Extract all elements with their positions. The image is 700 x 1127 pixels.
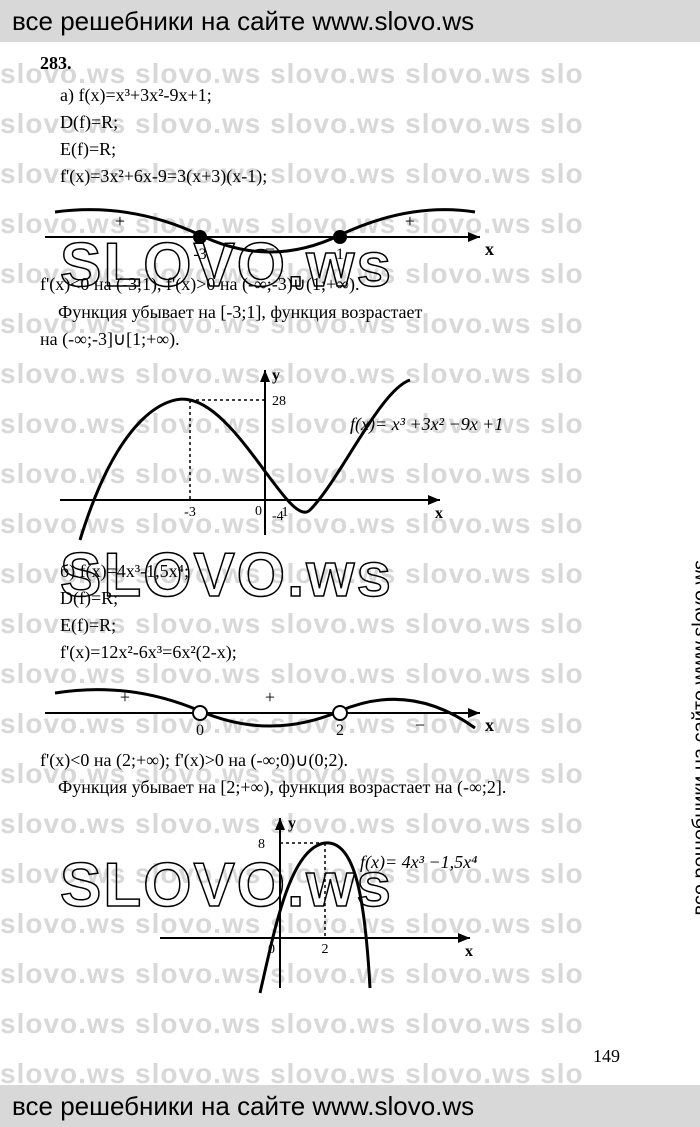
svg-text:x: x: [465, 943, 473, 960]
analysis-a2: Функция убывает на [-3;1], функция возра…: [40, 299, 630, 325]
svg-text:x: x: [485, 715, 494, 735]
svg-text:-4: -4: [272, 509, 284, 524]
svg-text:-3: -3: [184, 505, 196, 520]
svg-text:−: −: [265, 239, 275, 259]
svg-text:−: −: [415, 715, 425, 735]
header-banner: все решебники на сайте www.slovo.ws: [0, 0, 700, 42]
svg-text:x: x: [435, 505, 443, 522]
graph-label-a: f(x)= x³ +3x² −9x +1: [350, 414, 503, 435]
range-b: E(f)=R;: [60, 612, 630, 638]
svg-text:1: 1: [336, 246, 344, 263]
domain-b: D(f)=R;: [60, 585, 630, 611]
ytick-a: 28: [272, 394, 286, 409]
page-number: 149: [593, 1046, 620, 1067]
sign-diagram-a: + − + -3 1 x: [40, 197, 630, 267]
header-text: все решебники на сайте www.slovo.ws: [12, 6, 474, 37]
range-a: E(f)=R;: [60, 136, 630, 162]
graph-label-b: f(x)= 4x³ −1,5x⁴: [360, 852, 477, 873]
ytick-b: 8: [258, 837, 265, 852]
wm-row: slovo.ws slovo.ws slovo.ws slovo.ws slo: [0, 1008, 700, 1040]
domain-a: D(f)=R;: [60, 109, 630, 135]
deriv-b: f'(x)=12x²-6x³=6x²(2-x);: [60, 639, 630, 665]
func-a: a) f(x)=x³+3x²-9x+1;: [60, 82, 630, 108]
svg-text:+: +: [115, 211, 125, 231]
deriv-a: f'(x)=3x²+6x-9=3(x+3)(x-1);: [60, 163, 630, 189]
sign-diagram-b: + + − 0 2 x: [40, 673, 630, 743]
svg-text:y: y: [272, 367, 280, 384]
svg-text:+: +: [120, 687, 130, 707]
analysis-a3: на (-∞;-3]∪[1;+∞).: [40, 326, 630, 352]
sidebar-text: все решебники на сайте www.slovo.ws: [690, 560, 700, 916]
svg-text:2: 2: [336, 722, 344, 739]
svg-text:+: +: [265, 687, 275, 707]
analysis-a1: f'(x)<0 на (-3;1), f'(x)>0 на (-∞;-3)∪(1…: [40, 271, 630, 297]
svg-text:+: +: [405, 211, 415, 231]
svg-text:0: 0: [255, 504, 262, 519]
graph-b: y x 0 2 8 f(x)= 4x³ −1,5x⁴: [140, 808, 630, 998]
svg-text:2: 2: [322, 942, 329, 957]
analysis-b2: Функция убывает на [2;+∞), функция возра…: [40, 774, 630, 800]
func-b: б) f(x)=4x³-1,5x⁴;: [60, 558, 630, 584]
problem-number: 283.: [40, 50, 630, 76]
svg-text:x: x: [485, 239, 494, 259]
svg-text:y: y: [288, 815, 296, 832]
svg-text:0: 0: [196, 722, 204, 739]
page-content: 283. a) f(x)=x³+3x²-9x+1; D(f)=R; E(f)=R…: [40, 50, 630, 1006]
footer-text: все решебники на сайте www.slovo.ws: [12, 1091, 474, 1122]
graph-a: y x 0 -3 1 28 -4 f(x)= x³ +3x² −9x +1: [40, 360, 630, 550]
analysis-b1: f'(x)<0 на (2;+∞); f'(x)>0 на (-∞;0)∪(0;…: [40, 747, 630, 773]
svg-text:-3: -3: [193, 246, 206, 263]
footer-banner: все решебники на сайте www.slovo.ws: [0, 1085, 700, 1127]
